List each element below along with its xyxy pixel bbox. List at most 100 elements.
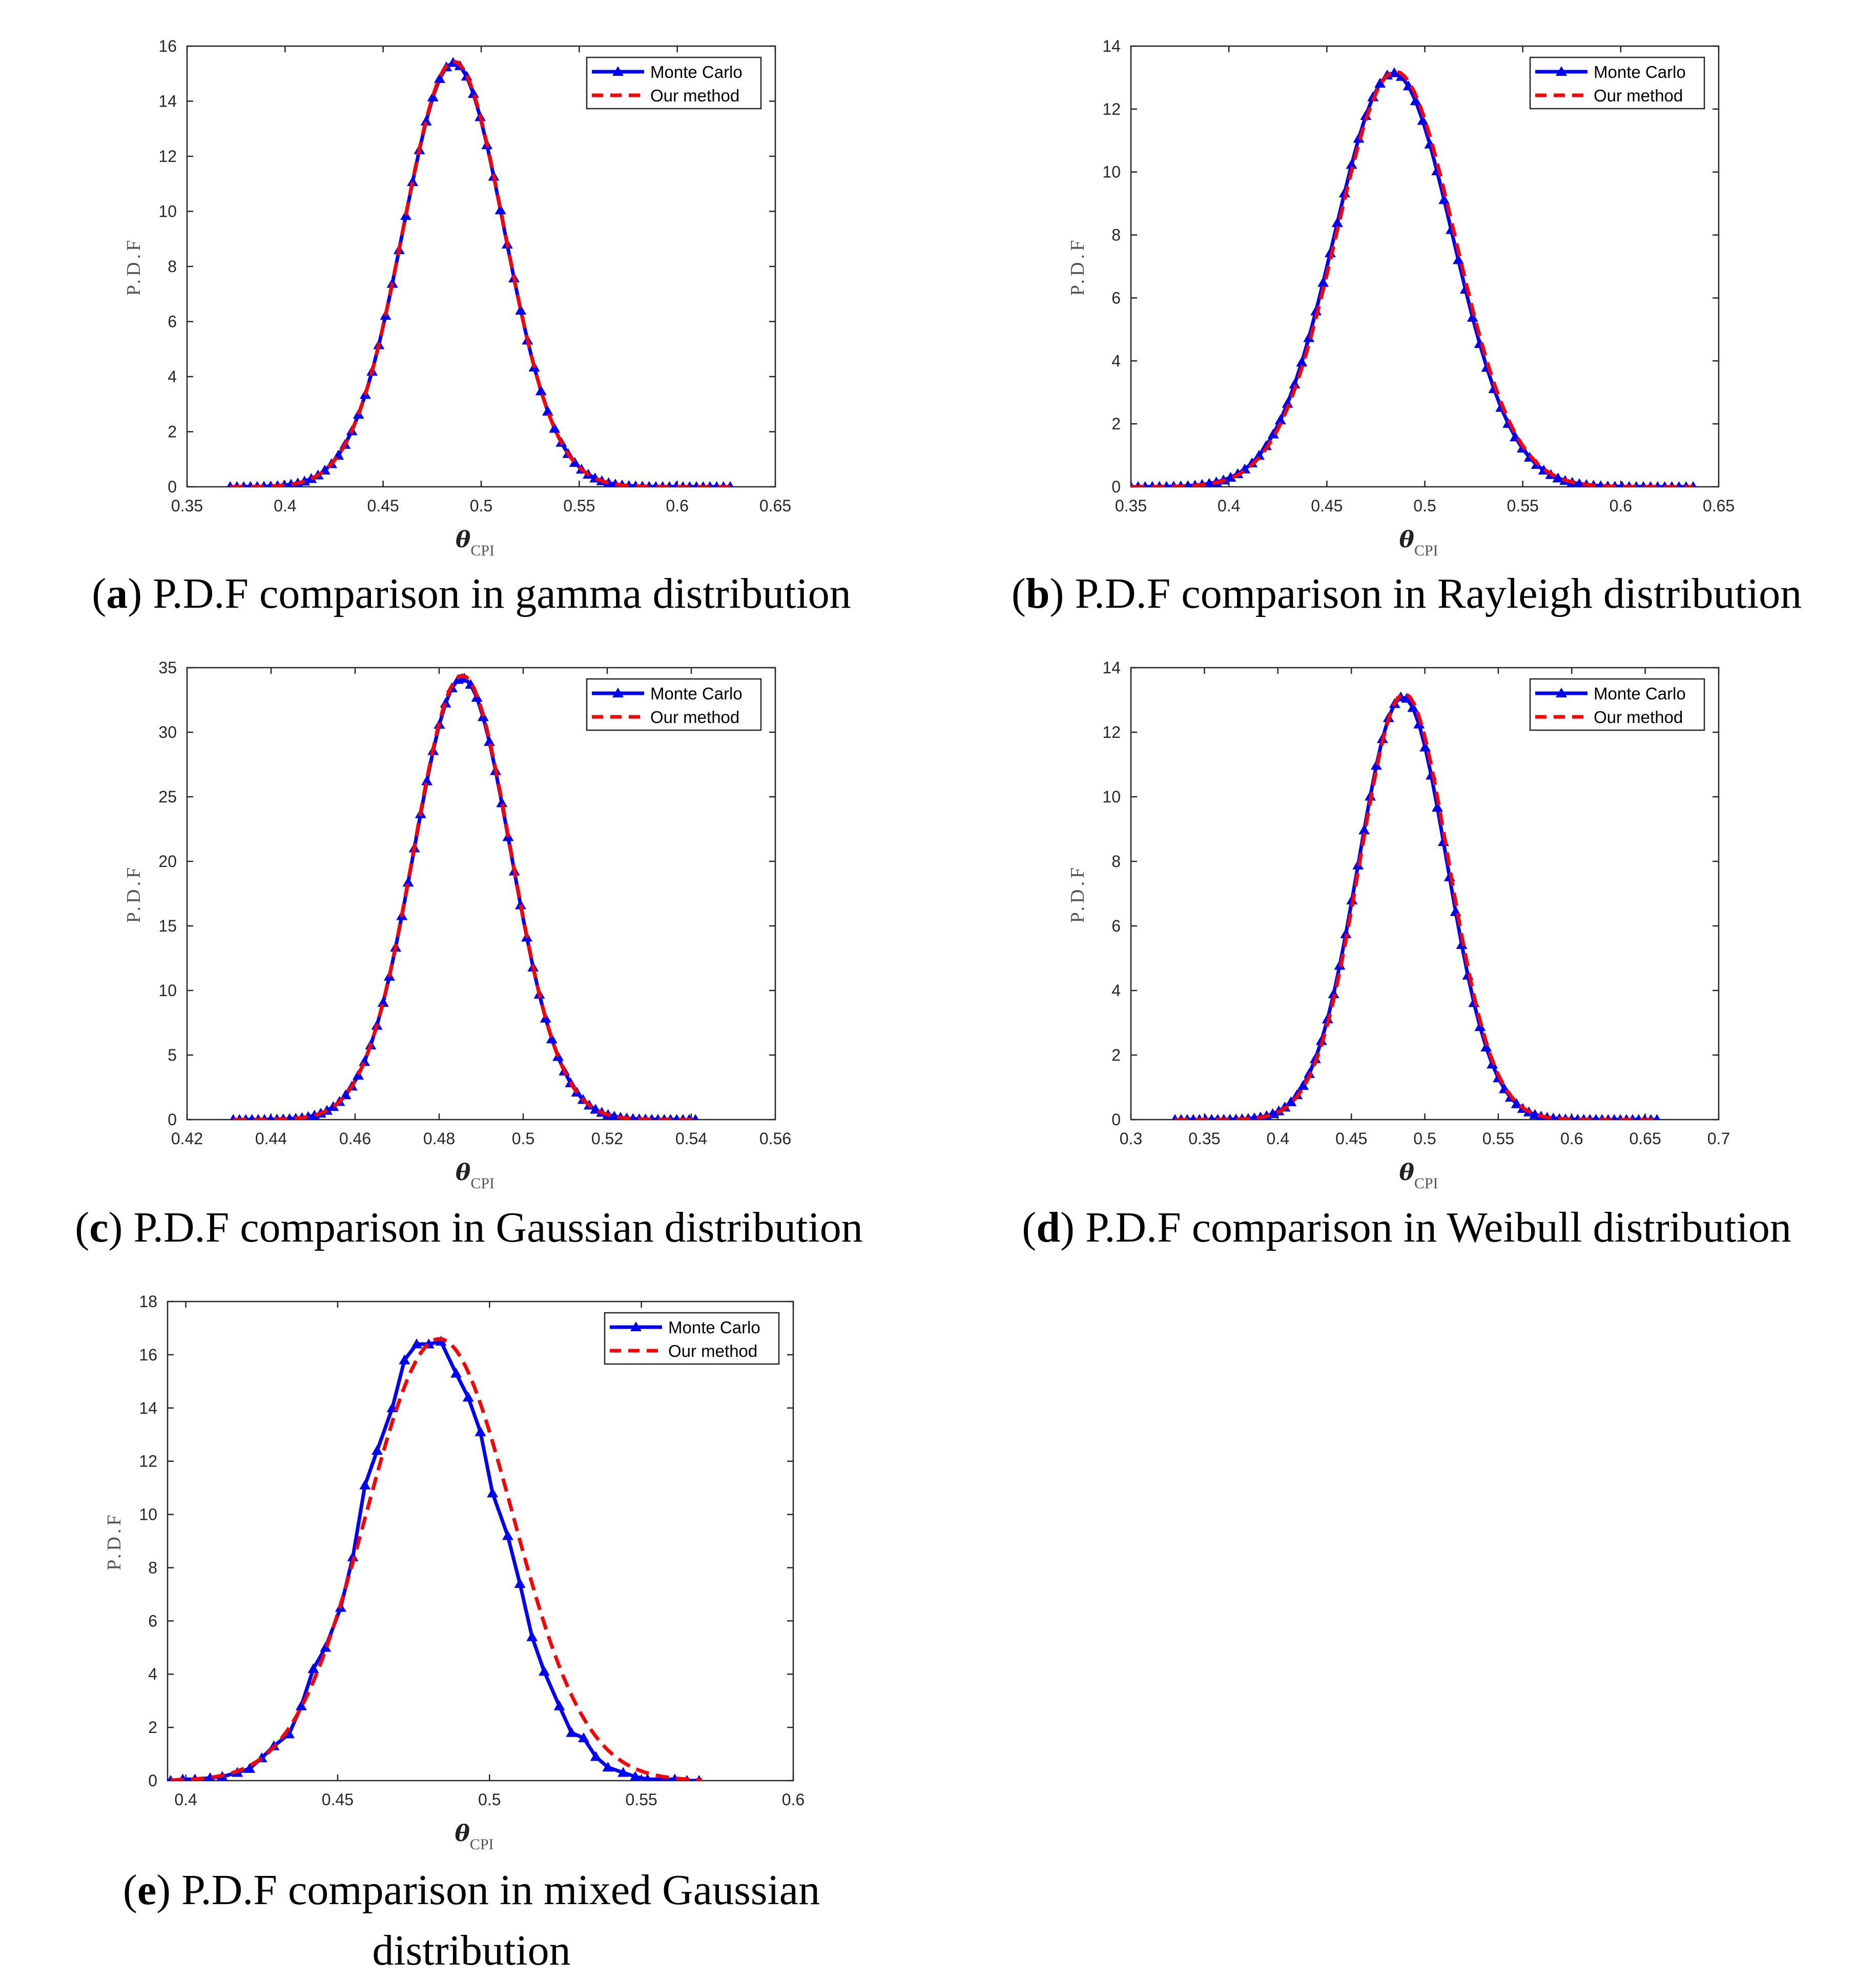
monte-carlo-point bbox=[1388, 67, 1400, 77]
legend-box bbox=[1529, 678, 1705, 731]
monte-carlo-point bbox=[602, 1762, 614, 1772]
monte-carlo-point bbox=[427, 91, 439, 101]
monte-carlo-point bbox=[569, 457, 581, 467]
x-tick-label: 0.55 bbox=[626, 1790, 657, 1809]
legend-box bbox=[586, 678, 762, 731]
legend-d: Monte Carlo Our method bbox=[1529, 678, 1705, 731]
caption-d-letter: d bbox=[1036, 1204, 1060, 1251]
legend-monte-carlo-label: Monte Carlo bbox=[650, 684, 743, 703]
caption-c-letter: c bbox=[89, 1204, 109, 1251]
monte-carlo-point bbox=[411, 1338, 423, 1349]
monte-carlo-point bbox=[578, 1732, 590, 1743]
chart-a-gamma: 0.35 0.4 0.45 0.5 0.55 0.6 0.65 0 2 4 6 8 10 12 14 16 P.… bbox=[123, 37, 791, 559]
y-tick-label: 20 bbox=[158, 852, 177, 871]
chart-d-weibull: 0.3 0.35 0.4 0.45 0.5 0.55 0.6 0.65 0.7 0 2 4 6 8 10 12… bbox=[1067, 658, 1730, 1192]
x-tick-label: 0.5 bbox=[512, 1129, 534, 1148]
x-tick-label: 0.65 bbox=[759, 497, 791, 515]
x-tick-label: 0.45 bbox=[1335, 1129, 1367, 1148]
monte-carlo-point bbox=[1413, 718, 1425, 729]
x-tick-label: 0.55 bbox=[563, 497, 595, 515]
y-tick-label: 0 bbox=[168, 478, 177, 496]
y-tick-label: 12 bbox=[158, 147, 177, 166]
series-our-method-line bbox=[1131, 69, 1694, 487]
y-tick-label: 2 bbox=[168, 423, 177, 441]
y-tick-label: 25 bbox=[158, 788, 177, 806]
legend-monte-carlo-marker bbox=[1556, 66, 1567, 76]
x-tick-label: 0.35 bbox=[171, 497, 203, 515]
x-axis-label: θCPI bbox=[455, 1821, 493, 1853]
x-axis-label-symbol: θ bbox=[1399, 527, 1414, 553]
y-tick-label: 8 bbox=[1111, 226, 1121, 244]
monte-carlo-point bbox=[553, 1700, 565, 1710]
monte-carlo-point bbox=[1552, 472, 1564, 483]
monte-carlo-point bbox=[1208, 1113, 1215, 1120]
monte-carlo-point bbox=[1574, 478, 1584, 487]
monte-carlo-point bbox=[515, 304, 527, 315]
x-axis-label-subscript: CPI bbox=[470, 1836, 494, 1853]
y-tick-label: 8 bbox=[148, 1558, 157, 1577]
monte-carlo-point bbox=[434, 73, 445, 83]
monte-carlo-point bbox=[267, 1113, 274, 1120]
monte-carlo-point bbox=[1303, 332, 1315, 342]
y-tick-label: 8 bbox=[168, 257, 177, 276]
monte-carlo-point bbox=[1467, 312, 1478, 322]
x-axis-label-symbol: θ bbox=[455, 1821, 470, 1847]
monte-carlo-point bbox=[526, 1631, 538, 1641]
y-tick-label: 10 bbox=[158, 981, 177, 1000]
y-tick-label: 14 bbox=[1102, 37, 1121, 55]
axes-box-a bbox=[186, 45, 776, 488]
monte-carlo-point bbox=[1274, 414, 1286, 425]
monte-carlo-point bbox=[371, 1444, 383, 1455]
x-tick-label: 0.45 bbox=[1311, 497, 1343, 515]
x-axis-label-subscript: CPI bbox=[1414, 1175, 1438, 1192]
x-tick-label: 0.65 bbox=[1629, 1129, 1661, 1148]
axes-box-e bbox=[167, 1300, 794, 1782]
monte-carlo-point bbox=[1611, 1113, 1618, 1120]
monte-carlo-point bbox=[359, 1479, 371, 1490]
monte-carlo-point bbox=[1317, 277, 1329, 287]
monte-carlo-point bbox=[1285, 1096, 1297, 1106]
plot-area-e bbox=[168, 1335, 703, 1781]
y-tick-label: 10 bbox=[139, 1505, 157, 1524]
monte-carlo-point bbox=[244, 1763, 256, 1773]
monte-carlo-point bbox=[1417, 115, 1429, 125]
monte-carlo-point bbox=[1593, 1113, 1599, 1120]
x-tick-label: 0.4 bbox=[274, 497, 296, 515]
x-axis-label: θCPI bbox=[456, 1160, 494, 1192]
chart-c-gaussian: 0.42 0.44 0.46 0.48 0.5 0.52 0.54 0.56 0 5 10 15 20 2… bbox=[123, 658, 791, 1192]
legend-monte-carlo-label: Monte Carlo bbox=[650, 63, 743, 81]
plot-area-c bbox=[230, 672, 699, 1120]
y-tick-label: 0 bbox=[148, 1771, 157, 1790]
y-tick-label: 8 bbox=[1111, 852, 1121, 871]
plot-area-d bbox=[1171, 691, 1660, 1120]
monte-carlo-point bbox=[407, 176, 419, 187]
monte-carlo-point bbox=[1374, 77, 1386, 88]
y-axis-label: P.D.F bbox=[104, 1512, 125, 1571]
monte-carlo-point bbox=[549, 423, 561, 433]
x-tick-label: 0.42 bbox=[171, 1129, 203, 1148]
monte-carlo-point bbox=[1297, 1080, 1309, 1090]
plot-area-b bbox=[1131, 67, 1697, 487]
x-tick-label: 0.46 bbox=[339, 1129, 371, 1148]
monte-carlo-point bbox=[643, 1773, 652, 1781]
monte-carlo-point bbox=[629, 1113, 637, 1120]
y-tick-label: 15 bbox=[158, 917, 177, 935]
legend-monte-carlo-marker bbox=[612, 688, 624, 697]
monte-carlo-point bbox=[1654, 1114, 1660, 1120]
y-tick-label: 4 bbox=[148, 1665, 157, 1683]
y-axis-label: P.D.F bbox=[123, 864, 145, 923]
x-tick-label: 0.65 bbox=[1703, 497, 1735, 515]
y-axis-label: P.D.F bbox=[1067, 237, 1088, 296]
x-tick-label: 0.5 bbox=[1413, 497, 1436, 515]
y-tick-label: 12 bbox=[1102, 100, 1121, 118]
monte-carlo-point bbox=[352, 1069, 364, 1080]
axes-box-c bbox=[186, 667, 776, 1121]
legend-our-method-label: Our method bbox=[650, 708, 739, 727]
monte-carlo-point bbox=[1267, 428, 1279, 439]
legend-monte-carlo-marker bbox=[630, 1322, 642, 1331]
monte-carlo-point bbox=[1163, 481, 1170, 487]
monte-carlo-point bbox=[1597, 480, 1605, 487]
legend-our-method-label: Our method bbox=[650, 86, 739, 105]
axes-box-b bbox=[1130, 45, 1720, 488]
